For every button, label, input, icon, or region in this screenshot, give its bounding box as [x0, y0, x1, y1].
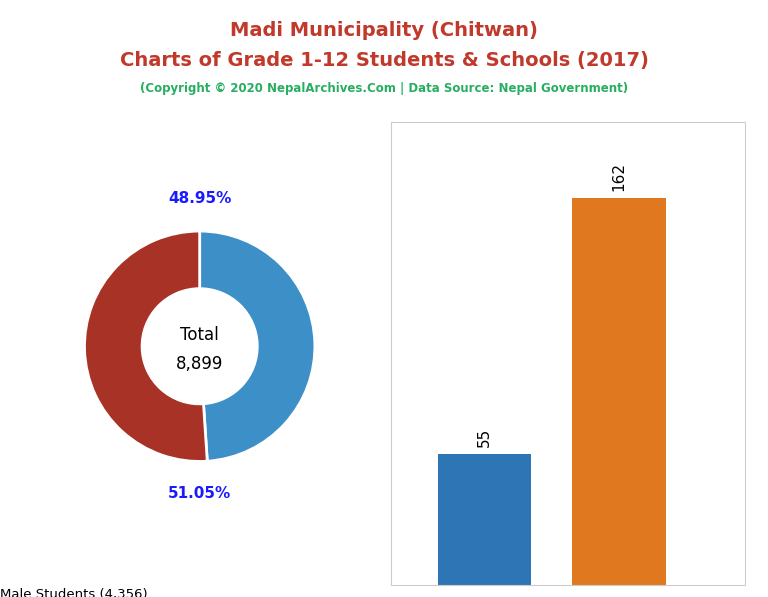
- Bar: [571, 198, 666, 585]
- Text: 48.95%: 48.95%: [168, 191, 231, 207]
- Legend: Male Students (4,356), Female Students (4,543): Male Students (4,356), Female Students (…: [0, 583, 169, 597]
- Text: Total: Total: [180, 326, 219, 344]
- Bar: [392, 122, 745, 585]
- Text: 55: 55: [477, 427, 492, 447]
- Text: 162: 162: [611, 162, 626, 191]
- Wedge shape: [84, 231, 207, 461]
- Text: Madi Municipality (Chitwan): Madi Municipality (Chitwan): [230, 21, 538, 40]
- Wedge shape: [200, 231, 315, 461]
- Text: 51.05%: 51.05%: [168, 486, 231, 501]
- Bar: [438, 454, 531, 585]
- Text: Charts of Grade 1-12 Students & Schools (2017): Charts of Grade 1-12 Students & Schools …: [120, 51, 648, 70]
- Text: (Copyright © 2020 NepalArchives.Com | Data Source: Nepal Government): (Copyright © 2020 NepalArchives.Com | Da…: [140, 82, 628, 96]
- Text: 8,899: 8,899: [176, 355, 223, 373]
